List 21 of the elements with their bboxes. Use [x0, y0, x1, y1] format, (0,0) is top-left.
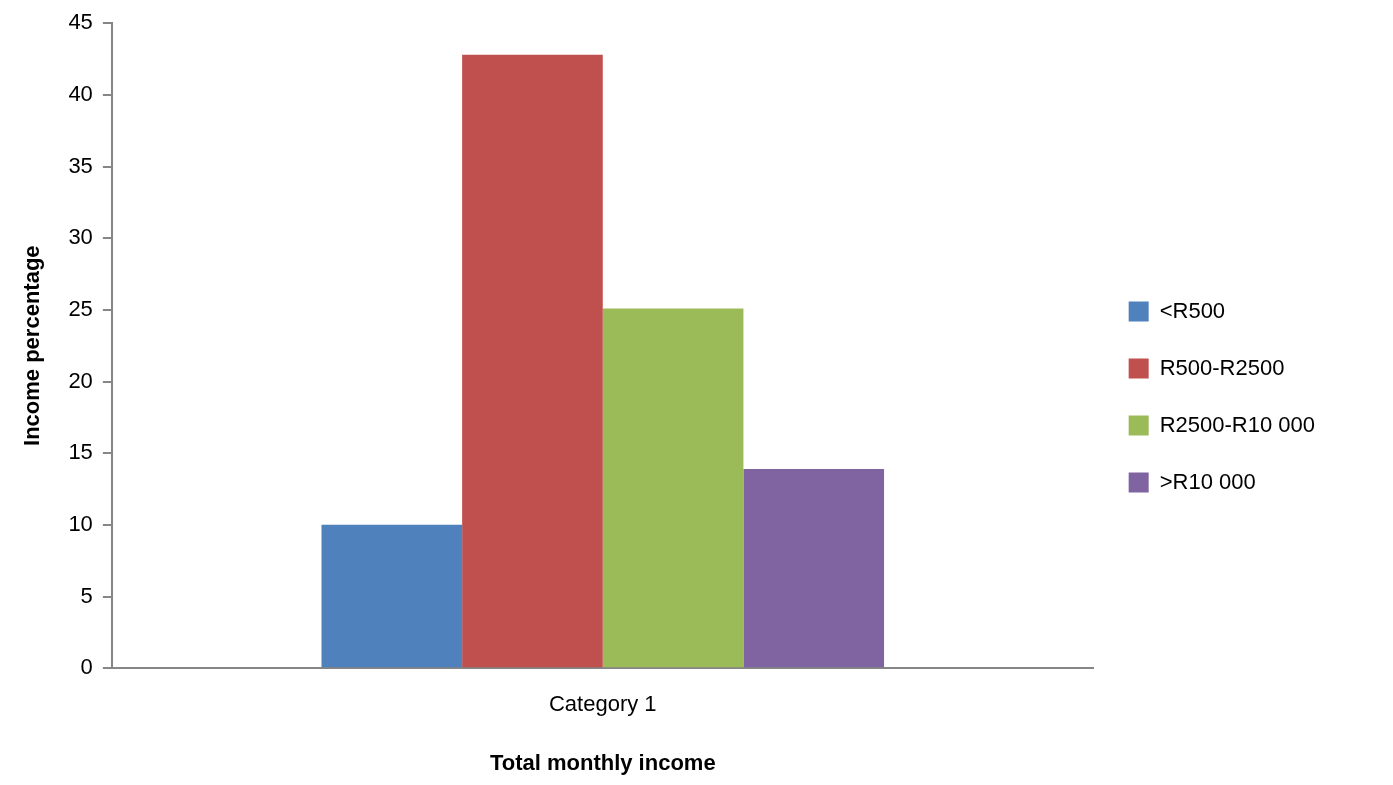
y-tick-label: 45 [68, 9, 93, 35]
bar [321, 524, 463, 668]
bar [602, 308, 744, 668]
y-tick-label: 20 [68, 367, 93, 393]
bar [462, 54, 603, 668]
legend-label: >R10 000 [1159, 468, 1256, 494]
legend-label: <R500 [1159, 297, 1226, 323]
y-tick-label: 10 [68, 510, 93, 536]
y-tick-label: 5 [80, 582, 93, 608]
y-tick-label: 40 [68, 80, 93, 106]
y-tick-label: 25 [68, 295, 93, 321]
legend-label: R500-R2500 [1159, 354, 1285, 380]
y-axis-title: Income percentage [19, 245, 45, 446]
x-axis-title: Total monthly income [489, 749, 716, 775]
y-tick-label: 35 [68, 152, 93, 178]
x-tick-label: Category 1 [548, 691, 657, 717]
y-tick-label: 30 [68, 224, 93, 250]
y-tick-label: 0 [80, 654, 93, 680]
legend-label: R2500-R10 000 [1159, 411, 1316, 437]
bar [743, 468, 885, 668]
y-tick-label: 15 [68, 439, 93, 465]
